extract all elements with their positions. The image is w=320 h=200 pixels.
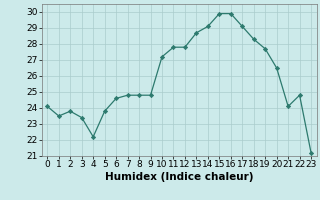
X-axis label: Humidex (Indice chaleur): Humidex (Indice chaleur)	[105, 172, 253, 182]
